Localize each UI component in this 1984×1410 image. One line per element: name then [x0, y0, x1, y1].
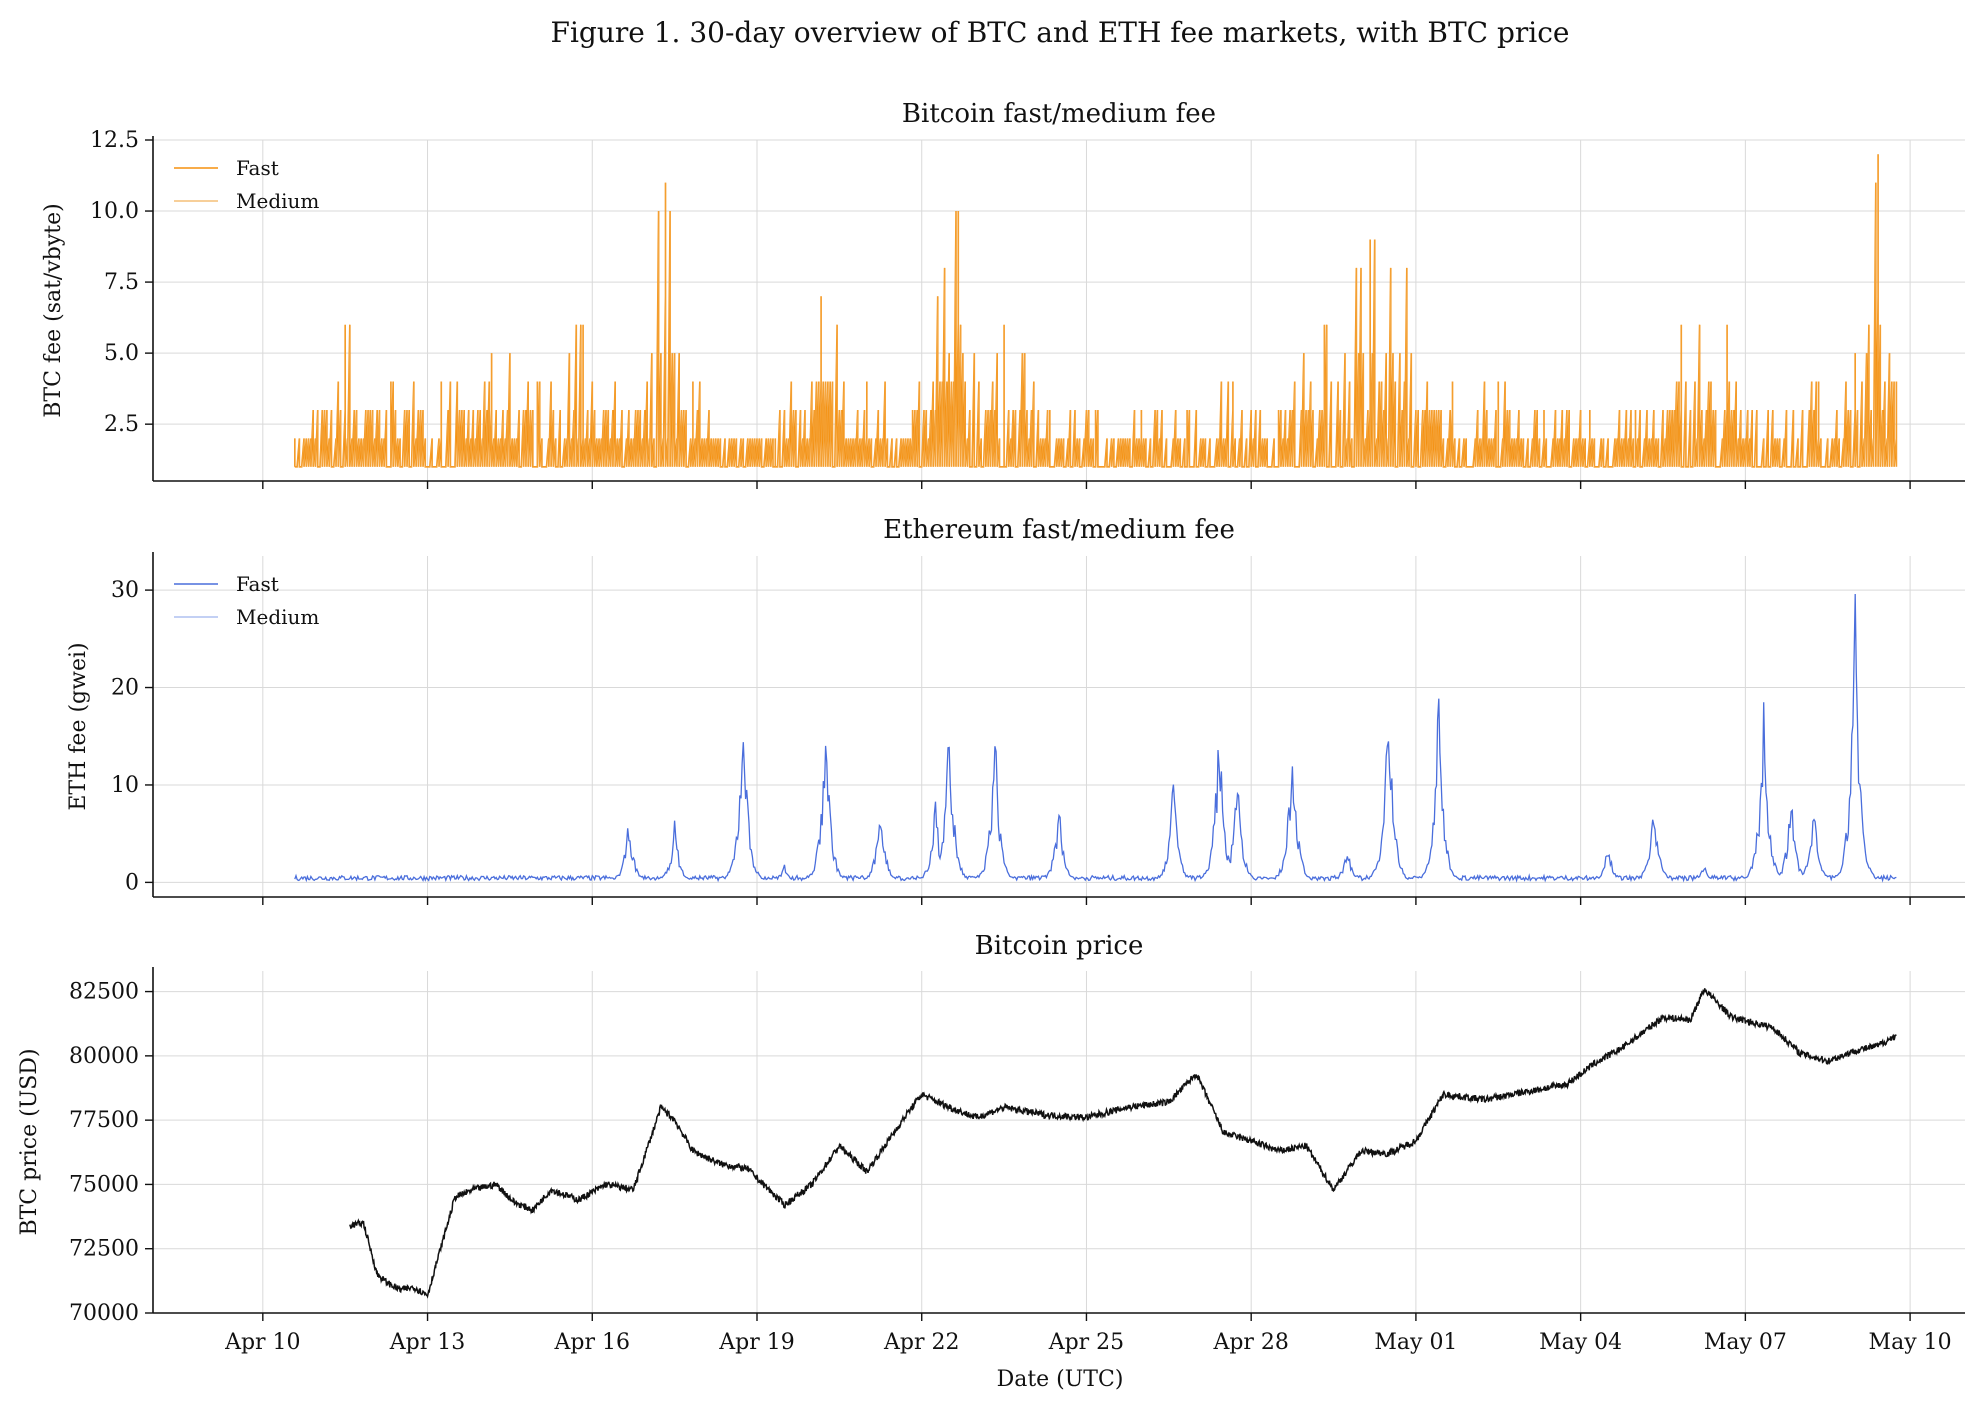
series-line-price [349, 988, 1897, 1299]
y-tick-label: 0 [125, 870, 139, 895]
y-tick-label: 10 [111, 773, 139, 798]
legend: Fast Medium [174, 572, 319, 629]
y-tick-label: 75000 [69, 1172, 139, 1197]
x-tick-label: Apr 25 [1048, 1330, 1124, 1355]
y-tick-label: 72500 [69, 1237, 139, 1262]
x-tick-label: Apr 19 [718, 1330, 794, 1355]
y-tick-label: 30 [111, 578, 139, 603]
panel-title: Bitcoin fast/medium fee [902, 99, 1216, 129]
x-tick-label: May 04 [1539, 1330, 1622, 1355]
y-tick-label: 82500 [69, 980, 139, 1005]
y-tick-label: 10.0 [90, 199, 139, 224]
x-tick-label: Apr 10 [224, 1330, 300, 1355]
y-tick-label: 12.5 [90, 128, 139, 153]
x-tick-label: Apr 28 [1212, 1330, 1288, 1355]
x-tick-label: Apr 13 [389, 1330, 465, 1355]
legend-label-fast: Fast [236, 572, 279, 596]
y-axis-label: BTC price (USD) [17, 1048, 42, 1235]
legend-label-medium: Medium [236, 605, 319, 629]
x-tick-label: May 01 [1374, 1330, 1457, 1355]
y-tick-label: 20 [111, 676, 139, 701]
y-tick-label: 77500 [69, 1108, 139, 1133]
figure-title: Figure 1. 30-day overview of BTC and ETH… [551, 16, 1570, 49]
panel-1: 2.5 5.0 7.5 10.0 12.5 Bitcoin fast/medium fee… [41, 99, 1965, 489]
panel-3: Apr 10 Apr 13 Apr 16 Apr 19 Apr 22 Apr 25 Apr … [17, 931, 1965, 1355]
x-tick-label: Apr 22 [883, 1330, 959, 1355]
panel-title: Bitcoin price [975, 931, 1144, 961]
legend-label-fast: Fast [236, 156, 279, 180]
x-tick-label: Apr 16 [554, 1330, 630, 1355]
y-tick-label: 2.5 [104, 412, 139, 437]
x-axis-label: Date (UTC) [997, 1367, 1124, 1392]
y-axis-label: ETH fee (gwei) [66, 642, 91, 810]
y-tick-label: 80000 [69, 1044, 139, 1069]
series-line-fast [294, 593, 1897, 883]
series-line-medium [294, 154, 1897, 468]
y-tick-label: 5.0 [104, 341, 139, 366]
panel-title: Ethereum fast/medium fee [883, 515, 1235, 545]
x-tick-label: May 10 [1869, 1330, 1952, 1355]
legend: Fast Medium [174, 156, 319, 213]
panel-2: 0 10 20 30 Ethereum fast/medium fee ETH fee (… [66, 515, 1965, 905]
y-tick-label: 7.5 [104, 270, 139, 295]
x-tick-label: May 07 [1704, 1330, 1787, 1355]
y-tick-label: 70000 [69, 1301, 139, 1326]
y-axis-label: BTC fee (sat/vbyte) [41, 203, 66, 417]
legend-label-medium: Medium [236, 189, 319, 213]
